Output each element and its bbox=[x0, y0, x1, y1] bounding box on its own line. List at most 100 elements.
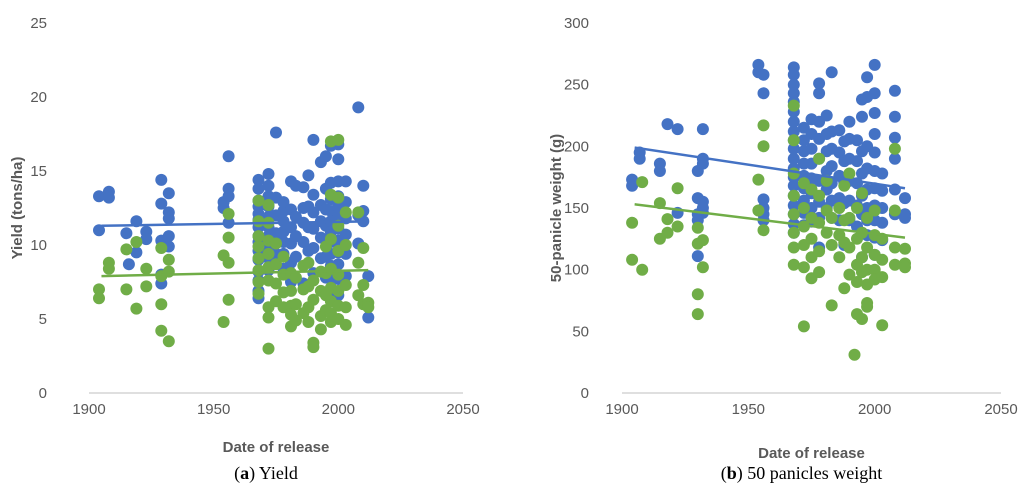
blue-point bbox=[155, 173, 168, 186]
y-tick-label: 0 bbox=[581, 385, 589, 402]
green-point bbox=[352, 256, 365, 269]
green-point bbox=[324, 233, 337, 246]
blue-point bbox=[851, 134, 863, 147]
green-point bbox=[130, 236, 143, 248]
green-point bbox=[787, 208, 800, 221]
green-point bbox=[691, 308, 704, 321]
blue-point bbox=[888, 84, 901, 97]
blue-point bbox=[868, 146, 881, 159]
scatter-marks bbox=[626, 58, 911, 361]
x-axis-title: Date of release bbox=[223, 439, 330, 456]
blue-point bbox=[787, 68, 800, 81]
blue-point bbox=[787, 87, 800, 100]
green-point bbox=[302, 316, 315, 328]
green-point bbox=[289, 298, 302, 311]
blue-point bbox=[825, 66, 838, 79]
x-tick-label: 2000 bbox=[322, 401, 355, 418]
green-point bbox=[899, 242, 911, 255]
green-point bbox=[352, 289, 365, 302]
green-point bbox=[876, 253, 889, 266]
green-point bbox=[120, 283, 133, 296]
x-tick-label: 1950 bbox=[732, 401, 765, 418]
green-point bbox=[217, 316, 230, 328]
green-point bbox=[752, 173, 765, 186]
green-point bbox=[843, 268, 856, 281]
green-point bbox=[856, 187, 868, 200]
green-point bbox=[252, 276, 265, 288]
blue-point bbox=[787, 115, 800, 128]
blue-point bbox=[888, 152, 901, 165]
x-tick-label: 1900 bbox=[72, 401, 105, 418]
green-point bbox=[314, 323, 327, 336]
blue-point bbox=[876, 184, 889, 197]
y-tick-label: 20 bbox=[30, 89, 47, 106]
trend-lines bbox=[634, 146, 906, 239]
blue-point bbox=[851, 155, 863, 168]
blue-point bbox=[339, 228, 352, 241]
blue-point bbox=[297, 236, 310, 248]
blue-point bbox=[262, 168, 275, 180]
blue-point bbox=[757, 87, 770, 100]
green-point bbox=[252, 287, 265, 300]
green-point bbox=[270, 258, 282, 271]
blue-point bbox=[787, 125, 800, 138]
y-tick-label: 5 bbox=[39, 311, 47, 328]
blue-point bbox=[102, 191, 115, 204]
green-point bbox=[307, 274, 320, 287]
green-point bbox=[162, 335, 175, 348]
blue-point bbox=[319, 150, 332, 163]
green-point bbox=[155, 324, 168, 337]
blue-point bbox=[222, 190, 235, 203]
blue-point bbox=[120, 227, 133, 240]
green-point bbox=[797, 261, 810, 274]
blue-point bbox=[813, 77, 826, 90]
green-point bbox=[352, 206, 365, 219]
blue-point bbox=[289, 250, 302, 263]
green-point bbox=[270, 237, 282, 250]
blue-point bbox=[691, 250, 704, 263]
green-point bbox=[307, 341, 320, 354]
green-point bbox=[856, 251, 868, 264]
green-point bbox=[332, 191, 345, 204]
caption-text: Yield bbox=[259, 463, 298, 483]
green-point bbox=[696, 234, 709, 247]
green-point bbox=[262, 311, 275, 324]
green-point bbox=[252, 240, 265, 253]
green-point bbox=[813, 245, 826, 258]
green-point bbox=[787, 241, 800, 254]
green-point bbox=[289, 271, 302, 284]
green-point bbox=[833, 202, 846, 214]
green-point bbox=[787, 134, 800, 147]
green-point bbox=[787, 226, 800, 239]
blue-point bbox=[843, 115, 856, 128]
y-axis-title: Yield (tons/ha) bbox=[9, 157, 26, 260]
green-point bbox=[626, 253, 639, 266]
green-point bbox=[691, 221, 704, 234]
green-point bbox=[797, 320, 810, 333]
blue-point bbox=[162, 187, 175, 200]
blue-point bbox=[93, 190, 105, 203]
x-tick-label: 2050 bbox=[446, 401, 479, 418]
y-tick-label: 150 bbox=[564, 200, 589, 217]
x-tick-labels: 1900 1950 2000 2050 bbox=[72, 401, 479, 418]
green-point bbox=[357, 279, 370, 291]
green-point bbox=[813, 189, 826, 202]
blue-point bbox=[899, 211, 911, 224]
green-point bbox=[876, 271, 889, 284]
y-tick-label: 15 bbox=[30, 163, 47, 180]
green-point bbox=[307, 293, 320, 306]
green-point bbox=[888, 258, 901, 271]
green-point bbox=[93, 292, 105, 305]
green-point bbox=[888, 204, 901, 217]
green-point bbox=[252, 230, 265, 243]
green-point bbox=[222, 207, 235, 220]
green-point bbox=[787, 189, 800, 202]
blue-point bbox=[307, 206, 320, 219]
green-point bbox=[339, 239, 352, 251]
y-tick-label: 25 bbox=[30, 15, 47, 32]
caption-letter: b bbox=[727, 463, 737, 483]
panel-yield-chart: 1900 1950 2000 2050 0 5 10 15 20 25 Date of rele… bbox=[9, 15, 480, 484]
green-point bbox=[787, 99, 800, 112]
green-point bbox=[805, 232, 818, 245]
green-point bbox=[861, 241, 874, 254]
